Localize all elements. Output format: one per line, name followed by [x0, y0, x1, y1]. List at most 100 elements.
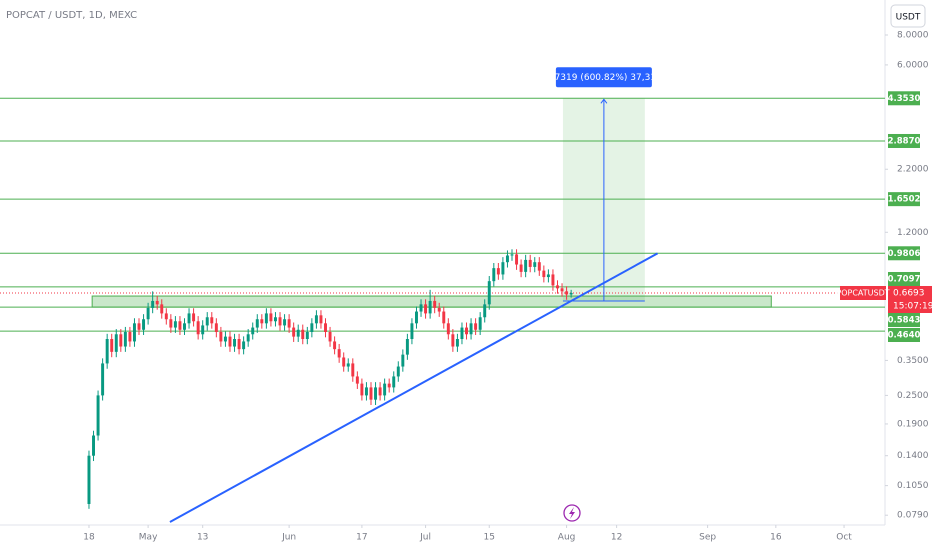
y-tick-label: 0.3500 — [897, 356, 929, 366]
candle-body — [369, 387, 373, 400]
candle-body — [328, 331, 332, 342]
candle-body — [565, 291, 569, 295]
candle-body — [96, 395, 100, 436]
candle-body — [128, 331, 132, 342]
candle-body — [173, 321, 177, 328]
candle-body — [223, 336, 227, 342]
measure-arrowhead — [600, 98, 608, 104]
candle-body — [273, 317, 277, 322]
currency-button[interactable] — [890, 4, 926, 28]
candle-body — [278, 317, 282, 326]
y-tick-label: 0.2500 — [897, 391, 929, 401]
candle-body — [442, 311, 446, 324]
candle-body — [478, 317, 482, 330]
candle-body — [319, 315, 323, 324]
candle-body — [287, 319, 291, 328]
y-tick-label: 2.2000 — [897, 165, 929, 175]
candle-body — [251, 327, 255, 335]
last-price-box — [888, 285, 932, 313]
candle-body — [515, 254, 519, 265]
measure-label-box — [555, 67, 652, 88]
candle-body — [164, 313, 168, 320]
candle-body — [364, 387, 368, 396]
candle-body — [524, 259, 528, 272]
candle-body — [119, 334, 123, 347]
x-tick-label: 12 — [611, 533, 622, 543]
candle-body — [151, 300, 155, 308]
candle-body — [314, 315, 318, 324]
candle-body — [546, 274, 550, 278]
x-tick-label: 18 — [83, 533, 95, 543]
candle-body — [437, 307, 441, 312]
candle-body — [292, 327, 296, 337]
level-price-box — [888, 271, 920, 286]
candle-body — [310, 323, 314, 332]
candle-body — [260, 319, 264, 324]
candle-body — [160, 304, 164, 314]
candle-body — [465, 327, 468, 335]
level-price-label: 4.3530 — [888, 94, 921, 104]
candle-body — [428, 300, 432, 314]
candle-body — [505, 255, 509, 263]
last-price-label: 0.6693 — [893, 288, 925, 298]
candle-body — [155, 300, 159, 305]
candle-body — [246, 334, 250, 342]
candle-body — [233, 339, 237, 347]
candle-body — [556, 285, 559, 289]
candle-body — [474, 323, 478, 330]
candle-body — [537, 262, 541, 271]
x-tick-label: 16 — [770, 533, 782, 543]
candle-body — [283, 319, 287, 326]
candle-body — [410, 323, 414, 340]
candle-body — [187, 313, 191, 324]
chart-layer: 8.0000 6.0000 2.2000 1.2000 0.3500 0.2500 0.19… — [0, 30, 932, 543]
y-tick-label: 0.1400 — [897, 451, 929, 461]
candle-body — [415, 311, 418, 324]
candle-body — [528, 259, 532, 267]
candle-body — [264, 313, 268, 324]
candle-body — [183, 323, 186, 330]
candle-body — [205, 317, 209, 326]
candle-body — [269, 313, 273, 322]
x-tick-label: 15 — [484, 533, 495, 543]
currency-button-label[interactable]: USDT — [896, 13, 921, 23]
candle-body — [342, 357, 346, 367]
level-price-label: 0.5843 — [888, 315, 921, 325]
candle-body — [114, 334, 118, 352]
candle-body — [424, 304, 428, 314]
x-tick-label: Jul — [419, 533, 431, 543]
x-tick-label: Sep — [699, 533, 716, 543]
candle-body — [492, 268, 496, 282]
level-price-label: 1.6502 — [888, 195, 921, 205]
candle-body — [383, 383, 387, 396]
candle-body — [346, 363, 350, 367]
candle-body — [355, 376, 359, 384]
candle-body — [123, 331, 127, 347]
candle-body — [105, 339, 109, 364]
candle-body — [510, 254, 514, 256]
symbol-box — [840, 285, 886, 300]
candle-body — [455, 339, 459, 347]
candle-body — [132, 323, 136, 342]
candle-body — [496, 268, 500, 275]
candle-body — [305, 331, 309, 340]
level-price-label: 2.8870 — [888, 136, 921, 146]
candle-body — [360, 383, 364, 396]
y-tick-label: 6.0000 — [897, 60, 929, 70]
candle-body — [387, 383, 391, 388]
event-bolt — [569, 507, 575, 519]
candle-body — [419, 304, 423, 312]
y-tick-label: 0.1900 — [897, 419, 929, 429]
candle-body — [569, 292, 573, 295]
level-price-box — [888, 91, 920, 106]
level-price-box — [888, 246, 920, 261]
candle-body — [201, 325, 205, 335]
candle-body — [92, 435, 96, 456]
candle-body — [519, 264, 523, 272]
candle-body — [196, 321, 200, 335]
candle-body — [487, 281, 491, 305]
level-price-label: 0.4640 — [888, 330, 921, 340]
candle-body — [337, 349, 341, 358]
level-price-box — [888, 312, 920, 327]
